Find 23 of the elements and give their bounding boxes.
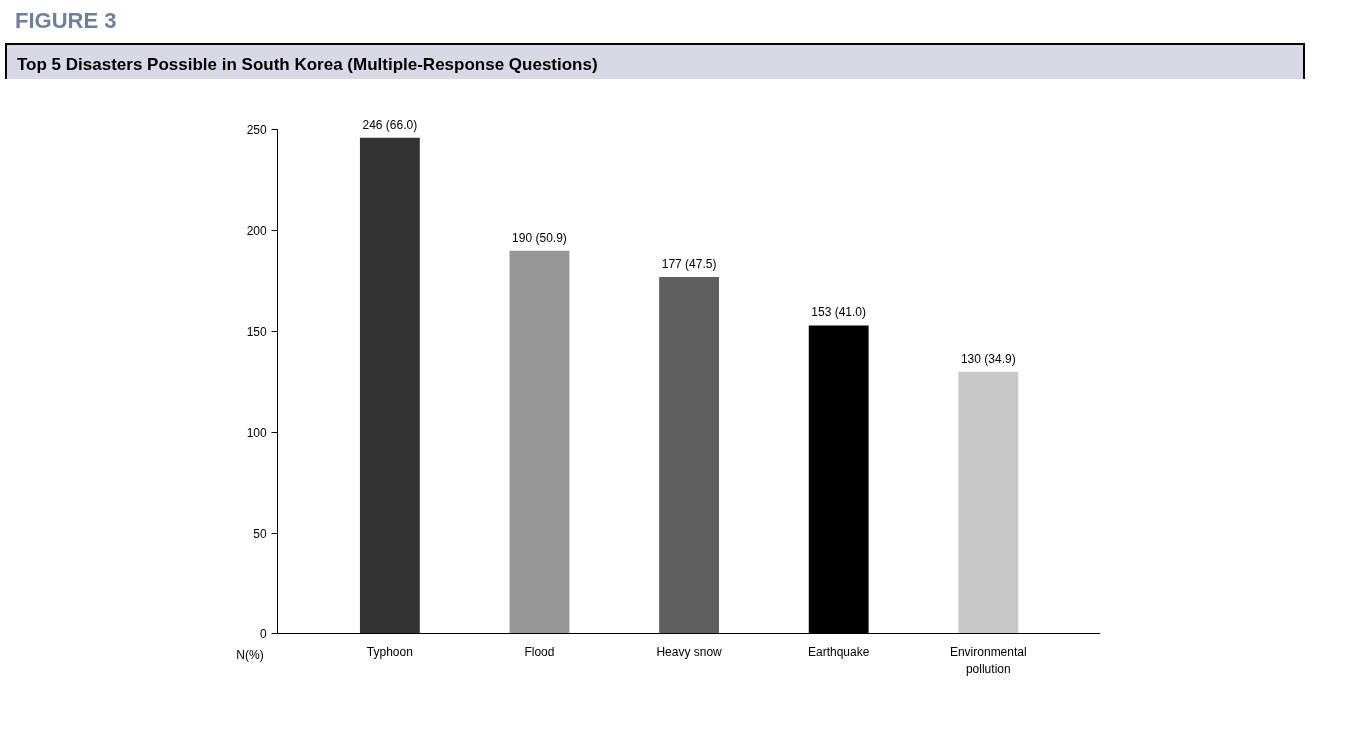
data-label: 130 (34.9) (960, 351, 1016, 366)
x-tick-label: Flood (524, 645, 555, 659)
caption: FIGURE 3 (15, 7, 117, 35)
y-tick-label: 200 (246, 224, 267, 239)
bar (958, 371, 1019, 634)
y-tick-label: 100 (246, 425, 267, 440)
x-tick-label: Earthquake (808, 645, 870, 659)
bar (359, 137, 420, 634)
y-tick-label: 250 (246, 123, 267, 138)
y-tick-label: 0 (259, 627, 267, 642)
bar (509, 250, 570, 634)
x-tick-label: Typhoon (366, 645, 413, 659)
data-label: 190 (50.9) (512, 230, 567, 245)
x-tick-label: Heavy snow (656, 645, 723, 659)
x-tick-label: Environmental pollution (949, 645, 1027, 676)
y-tick-label: 50 (253, 526, 267, 541)
y-tick-label: 150 (246, 324, 267, 339)
data-label: 246 (66.0) (362, 117, 418, 132)
bar (659, 277, 719, 634)
chart-title: Top 5 Disasters Possible in South Korea (Multiple-Response Questions) (17, 54, 598, 76)
data-label: 153 (41.0) (811, 305, 867, 320)
data-label: 177 (47.5) (661, 257, 717, 272)
text: N(%) (236, 648, 264, 662)
